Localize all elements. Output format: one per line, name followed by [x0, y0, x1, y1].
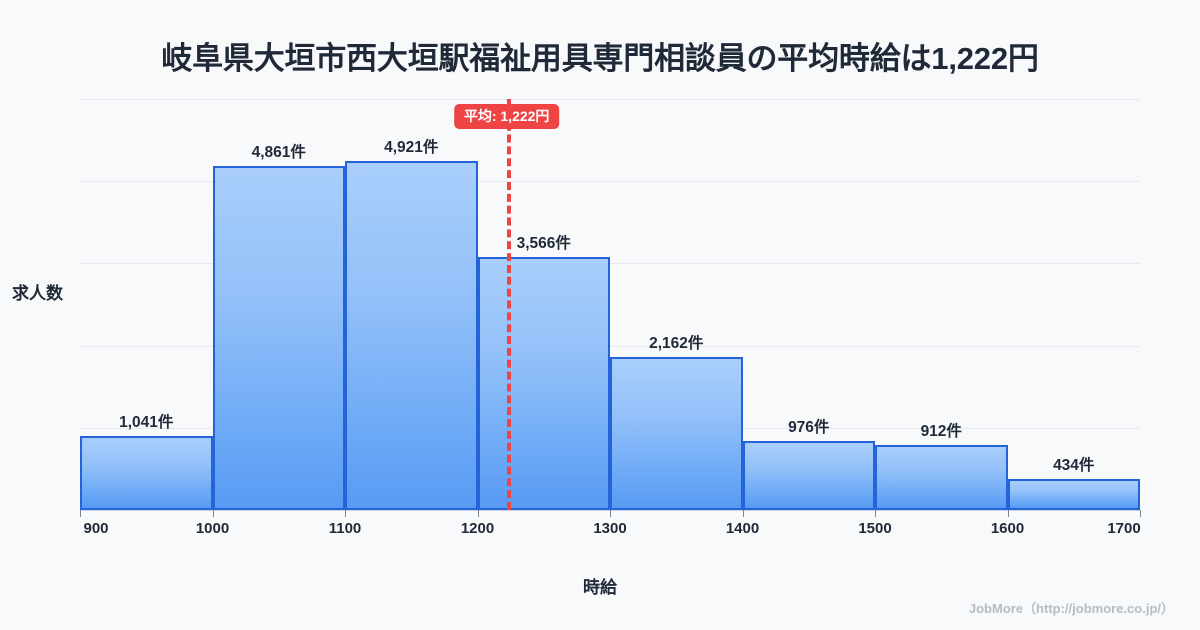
bar[interactable]: [212, 165, 345, 510]
x-axis-tick-label: 1200: [460, 520, 495, 537]
bar-value-label: 434件: [1053, 457, 1095, 475]
bar-value-label: 4,921件: [384, 139, 439, 157]
bar-value-label: 912件: [920, 423, 962, 441]
x-axis-tick-mark: [1007, 510, 1009, 517]
bar-value-label: 3,566件: [516, 235, 571, 253]
x-axis-tick-label: 1000: [195, 520, 230, 537]
gridline: [80, 345, 1140, 347]
bar-value-label: 4,861件: [251, 143, 306, 161]
footer-credit: JobMore（http://jobmore.co.jp/）: [968, 601, 1174, 616]
x-axis-tick-mark: [742, 510, 744, 517]
bar[interactable]: [345, 161, 478, 510]
bar-value-label: 2,162件: [649, 334, 704, 352]
x-axis-tick-mark: [875, 510, 876, 517]
x-axis-tick-label: 1600: [990, 520, 1025, 537]
bar[interactable]: [477, 257, 610, 510]
gridline: [80, 181, 1140, 183]
bar-value-label: 1,041件: [119, 414, 174, 432]
x-axis-tick-mark: [345, 510, 346, 517]
x-axis-tick-label: 900: [83, 520, 109, 537]
average-line: [506, 99, 511, 510]
x-axis-tick-mark: [1140, 510, 1141, 517]
bar[interactable]: [742, 440, 875, 510]
average-badge: 平均: 1,222円: [453, 104, 560, 130]
x-axis-tick-mark: [610, 510, 611, 517]
chart-title: 岐阜県大垣市西大垣駅福祉用具専門相談員の平均時給は1,222円: [161, 41, 1039, 76]
x-axis-tick-mark: [212, 510, 214, 517]
bar[interactable]: [1007, 479, 1140, 510]
gridline: [80, 263, 1140, 265]
bar[interactable]: [875, 445, 1008, 510]
x-axis-title: 時給: [583, 578, 617, 597]
x-axis-tick-label: 1100: [328, 520, 362, 537]
x-axis-tick-mark: [477, 510, 479, 517]
y-axis-title: 求人数: [12, 284, 63, 303]
bar-value-label: 976件: [788, 418, 830, 436]
bar[interactable]: [610, 356, 743, 510]
x-axis-tick-label: 1700: [1107, 520, 1141, 537]
x-axis-tick-mark: [80, 510, 81, 517]
plot-area: 1,041件 4,861件 4,921件 3,566件 2,162件 976件 912件 43…: [80, 99, 1141, 537]
bar[interactable]: [80, 436, 213, 510]
x-axis-tick-label: 1400: [725, 520, 760, 537]
gridline: [80, 99, 1140, 100]
x-axis-tick-label: 1300: [593, 520, 627, 537]
x-axis-tick-label: 1500: [858, 520, 892, 537]
